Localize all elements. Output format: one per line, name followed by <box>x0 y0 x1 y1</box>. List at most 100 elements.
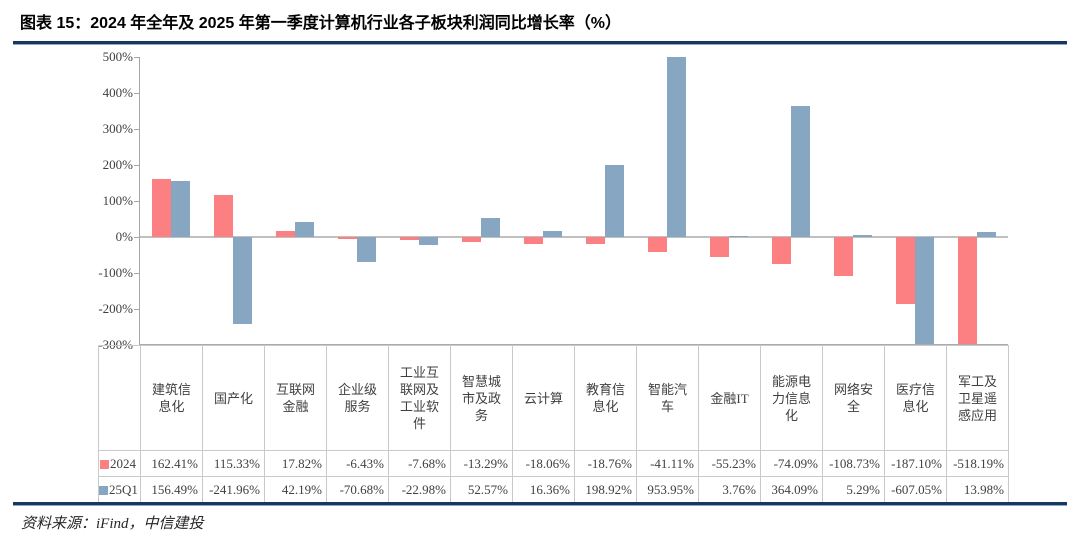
value-cell: -187.10% <box>884 450 947 477</box>
series-row-2024: 2024 162.41% 115.33% 17.82% -6.43% -7.68% -13.… <box>98 450 1009 477</box>
y-axis-label: 0% <box>115 229 133 244</box>
bar-25Q1 <box>171 180 190 237</box>
y-axis-label: -100% <box>98 265 133 280</box>
category-header-cell: 金融IT <box>698 345 761 451</box>
bar-25Q1 <box>915 237 934 345</box>
bar-25Q1 <box>729 235 748 237</box>
value-cell: 17.82% <box>264 450 327 477</box>
y-axis-tick <box>134 129 139 130</box>
y-axis-tick <box>134 273 139 274</box>
value-cell: -18.76% <box>574 450 637 477</box>
value-cell: 115.33% <box>202 450 265 477</box>
bar-2024 <box>834 237 853 277</box>
y-axis-tick <box>134 93 139 94</box>
bar-2024 <box>710 237 729 257</box>
bar-2024 <box>896 237 915 305</box>
y-axis-tick <box>134 237 139 238</box>
bar-2024 <box>214 195 233 237</box>
category-header-row: 建筑信息化 国产化 互联网金融 企业级服务 工业互联网及工业软件 智慧城市及政务 云计算 教育… <box>98 345 1009 451</box>
category-header-cell: 云计算 <box>512 345 575 451</box>
value-cell: -241.96% <box>202 476 265 503</box>
value-cell: -70.68% <box>326 476 389 503</box>
legend-label: 2024 <box>110 455 136 471</box>
category-header-cell: 企业级服务 <box>326 345 389 451</box>
y-axis-tick <box>134 201 139 202</box>
value-cell: -108.73% <box>822 450 885 477</box>
value-cell: 198.92% <box>574 476 637 503</box>
y-axis-label: -200% <box>98 301 133 316</box>
bar-2024 <box>400 237 419 240</box>
value-cell: 953.95% <box>636 476 699 503</box>
legend-swatch-2024 <box>100 459 109 469</box>
legend-label: 25Q1 <box>109 481 138 497</box>
y-axis-label: 500% <box>102 49 133 64</box>
value-cell: 364.09% <box>760 476 823 503</box>
bottom-divider <box>13 502 1067 506</box>
value-cell: 13.98% <box>946 476 1009 503</box>
y-axis-tick <box>134 309 139 310</box>
bar-25Q1 <box>233 237 252 325</box>
x-axis-line <box>140 344 1008 345</box>
bar-2024 <box>772 237 791 264</box>
legend-cell-2024: 2024 <box>98 450 141 477</box>
bar-25Q1 <box>977 231 996 237</box>
y-axis-tick <box>134 165 139 166</box>
category-header-cell: 能源电力信息化 <box>760 345 823 451</box>
value-cell: -18.06% <box>512 450 575 477</box>
value-cell: 162.41% <box>140 450 203 477</box>
value-cell: 16.36% <box>512 476 575 503</box>
y-axis-line <box>139 57 140 345</box>
value-cell: -22.98% <box>388 476 451 503</box>
value-cell: -518.19% <box>946 450 1009 477</box>
value-cell: 5.29% <box>822 476 885 503</box>
category-header-cell: 国产化 <box>202 345 265 451</box>
y-axis-tick <box>134 57 139 58</box>
bar-25Q1 <box>853 235 872 237</box>
bar-25Q1 <box>605 165 624 237</box>
bar-25Q1 <box>667 57 686 237</box>
category-header-cell: 网络安全 <box>822 345 885 451</box>
bar-25Q1 <box>419 237 438 246</box>
value-cell: -74.09% <box>760 450 823 477</box>
bar-2024 <box>338 237 357 240</box>
category-header-cell: 建筑信息化 <box>140 345 203 451</box>
figure-title: 图表 15：2024 年全年及 2025 年第一季度计算机行业各子板块利润同比增… <box>20 15 621 32</box>
top-divider <box>13 41 1067 45</box>
bar-2024 <box>524 237 543 244</box>
legend-swatch-25Q1 <box>99 485 108 495</box>
table-corner-cell <box>98 345 141 451</box>
value-cell: 3.76% <box>698 476 761 503</box>
value-cell: -13.29% <box>450 450 513 477</box>
bar-2024 <box>462 237 481 242</box>
value-cell: -6.43% <box>326 450 389 477</box>
value-cell: -7.68% <box>388 450 451 477</box>
bar-2024 <box>276 230 295 237</box>
y-axis-label: 100% <box>102 193 133 208</box>
bar-2024 <box>958 237 977 345</box>
bar-25Q1 <box>543 231 562 237</box>
value-cell: 42.19% <box>264 476 327 503</box>
data-table: 建筑信息化 国产化 互联网金融 企业级服务 工业互联网及工业软件 智慧城市及政务 云计算 教育… <box>98 345 1009 503</box>
bar-2024 <box>586 237 605 244</box>
value-cell: 52.57% <box>450 476 513 503</box>
bar-2024 <box>152 178 171 237</box>
series-row-25Q1: 25Q1 156.49% -241.96% 42.19% -70.68% -22.98% 5… <box>98 476 1009 503</box>
category-header-cell: 军工及卫星遥感应用 <box>946 345 1009 451</box>
value-cell: -607.05% <box>884 476 947 503</box>
y-axis-label: 400% <box>102 85 133 100</box>
category-header-cell: 教育信息化 <box>574 345 637 451</box>
value-cell: -41.11% <box>636 450 699 477</box>
category-header-cell: 医疗信息化 <box>884 345 947 451</box>
bar-2024 <box>648 237 667 252</box>
bar-25Q1 <box>295 221 314 237</box>
legend-cell-25Q1: 25Q1 <box>98 476 141 503</box>
bar-chart-plot <box>140 57 1008 345</box>
category-header-cell: 智能汽车 <box>636 345 699 451</box>
value-cell: -55.23% <box>698 450 761 477</box>
y-axis-label: 300% <box>102 121 133 136</box>
category-header-cell: 工业互联网及工业软件 <box>388 345 451 451</box>
zero-line <box>140 236 1008 238</box>
value-cell: 156.49% <box>140 476 203 503</box>
bar-25Q1 <box>791 105 810 237</box>
